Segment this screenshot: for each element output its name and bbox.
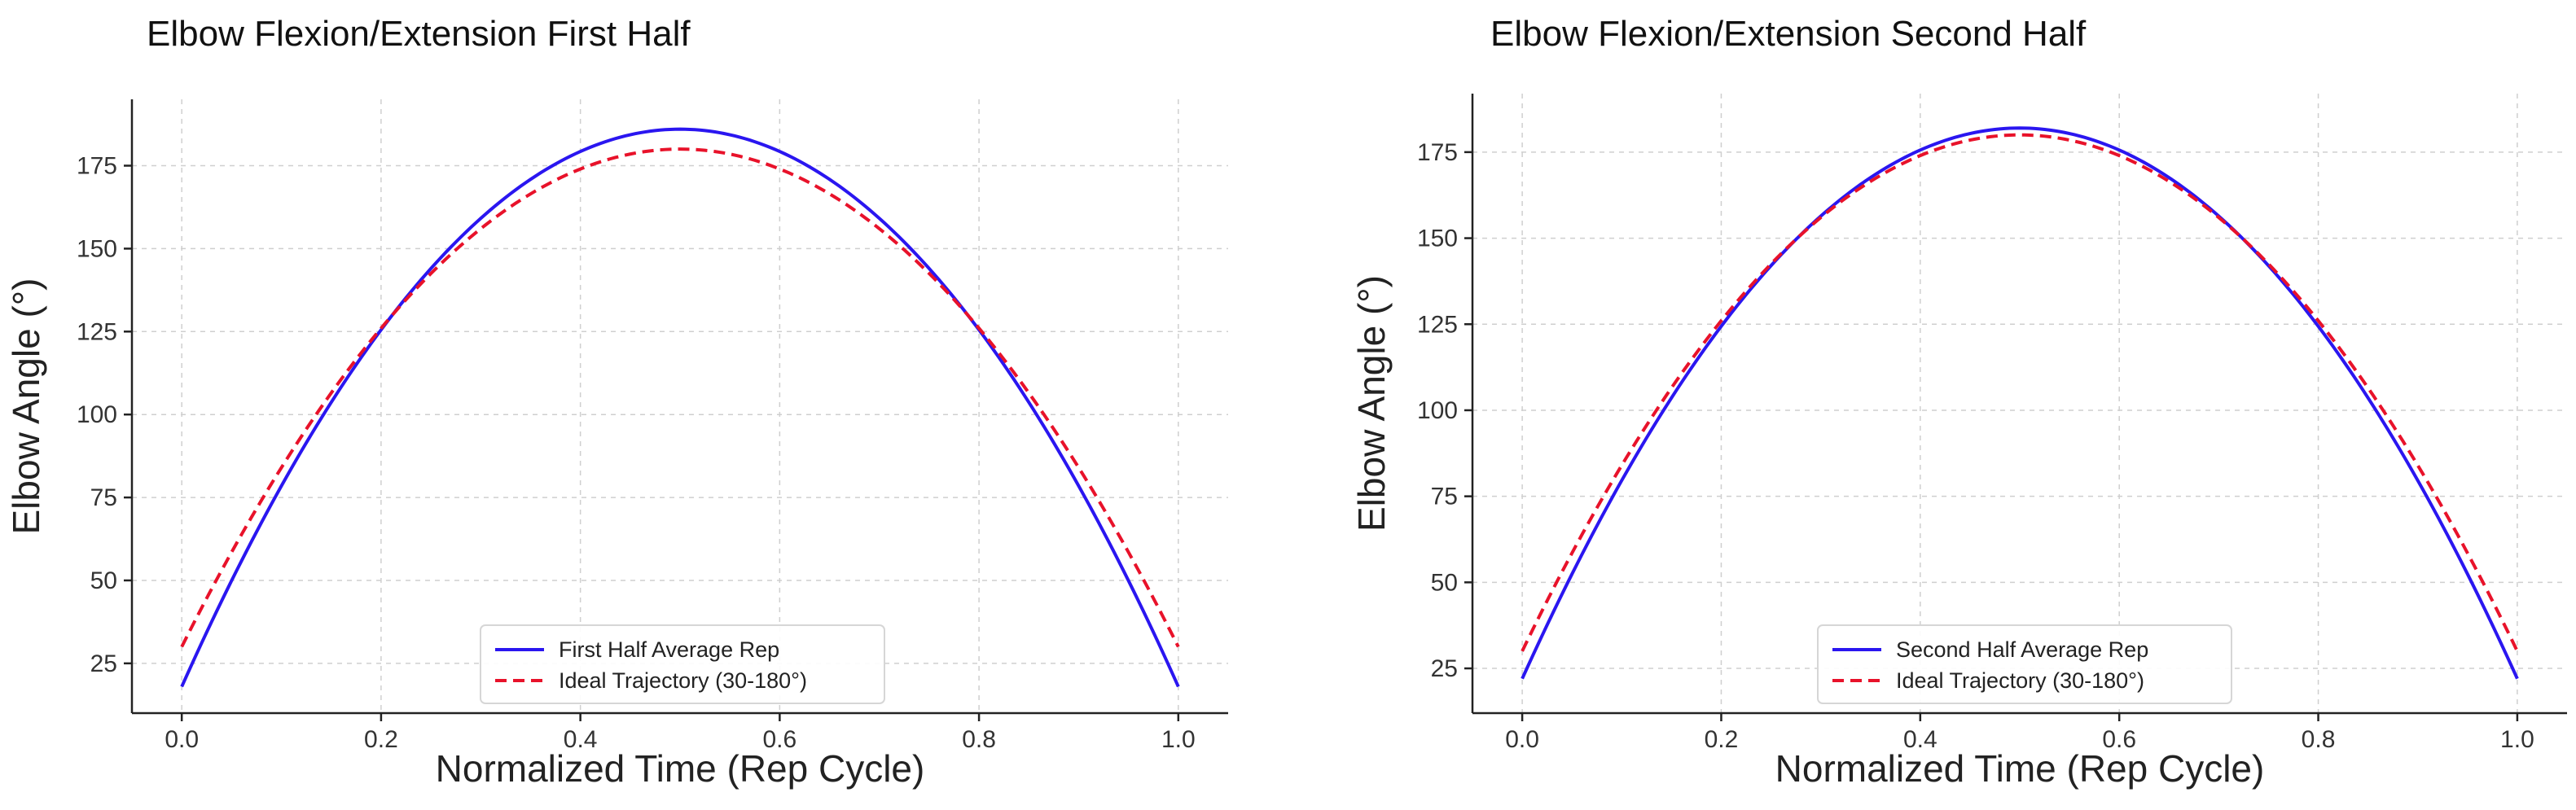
x-tick-label: 1.0 (1161, 726, 1196, 753)
legend-label: Ideal Trajectory (30-180°) (1896, 668, 2144, 693)
chart-title: Elbow Flexion/Extension Second Half (1490, 14, 2087, 54)
x-tick-label: 0.4 (1903, 726, 1937, 753)
y-tick-label: 50 (90, 567, 117, 594)
x-tick-label: 0.0 (165, 726, 199, 753)
y-tick-label: 150 (77, 235, 117, 262)
y-tick-label: 75 (90, 484, 117, 511)
x-tick-label: 1.0 (2500, 726, 2534, 753)
y-tick-label: 150 (1417, 225, 1458, 252)
y-tick-label: 25 (1431, 655, 1458, 682)
ideal-trajectory-line (1521, 133, 2519, 652)
legend: Second Half Average Rep Ideal Trajectory … (1817, 624, 2232, 704)
x-tick-label: 0.8 (962, 726, 996, 753)
average-rep-line (180, 127, 1180, 688)
ideal-trajectory-line (180, 147, 1180, 648)
x-tick-label: 0.6 (2102, 726, 2136, 753)
legend-box (1817, 624, 2232, 704)
x-tick-label: 0.6 (763, 726, 797, 753)
y-tick-label: 175 (77, 153, 117, 180)
x-tick-label: 0.2 (1705, 726, 1739, 753)
y-tick-label: 25 (90, 650, 117, 677)
x-axis-label: Normalized Time (Rep Cycle) (1775, 747, 2265, 790)
y-tick-label: 175 (1417, 139, 1458, 166)
x-tick-label: 0.0 (1505, 726, 1539, 753)
y-tick-label: 125 (77, 318, 117, 345)
legend-label: First Half Average Rep (559, 637, 779, 662)
average-rep-line (1521, 126, 2519, 680)
x-tick-label: 0.8 (2302, 726, 2336, 753)
y-tick-label: 100 (1417, 397, 1458, 424)
x-tick-label: 0.2 (364, 726, 398, 753)
chart-panel-2: 0.0 0.2 0.4 0.6 0.8 1.0 25 50 75 100 125 150 175 Elbo… (1350, 14, 2567, 790)
y-tick-label: 50 (1431, 569, 1458, 596)
chart-panel-1: 0.0 0.2 0.4 0.6 0.8 1.0 25 50 75 100 125 150 175 Elbo… (5, 14, 1228, 790)
chart-title: Elbow Flexion/Extension First Half (147, 14, 691, 54)
y-tick-label: 125 (1417, 311, 1458, 338)
x-axis-label: Normalized Time (Rep Cycle) (436, 747, 925, 790)
y-axis-label: Elbow Angle (°) (5, 278, 47, 535)
y-tick-label: 100 (77, 401, 117, 428)
legend: First Half Average Rep Ideal Trajectory (… (480, 624, 885, 704)
x-tick-label: 0.4 (564, 726, 598, 753)
y-tick-label: 75 (1431, 484, 1458, 510)
legend-box (480, 624, 885, 704)
legend-label: Ideal Trajectory (30-180°) (559, 668, 807, 693)
legend-label: Second Half Average Rep (1896, 637, 2148, 662)
y-axis-label: Elbow Angle (°) (1350, 275, 1393, 532)
